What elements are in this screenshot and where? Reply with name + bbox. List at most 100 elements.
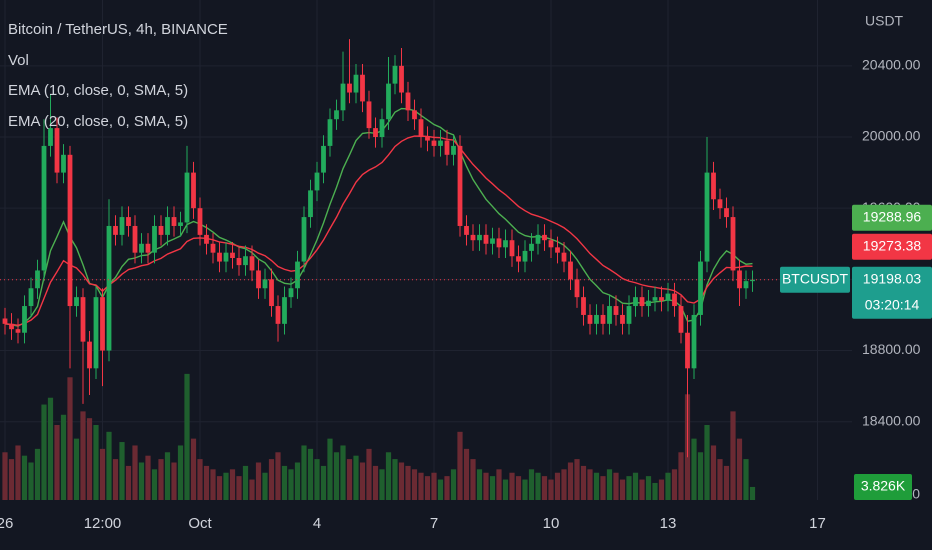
volume-bar	[307, 448, 314, 500]
volume-bar	[437, 479, 444, 500]
candle-body	[204, 234, 209, 244]
candle-body	[340, 83, 346, 111]
ema10-tag: 19288.96	[863, 208, 922, 224]
volume-bar	[470, 459, 476, 500]
volume-bar	[554, 472, 561, 500]
volume-bar	[203, 465, 210, 500]
volume-bar	[125, 465, 132, 500]
volume-bar	[619, 479, 626, 500]
volume-bar	[268, 459, 275, 500]
volume-bar	[431, 472, 437, 500]
candle-body	[444, 140, 450, 155]
volume-bar	[424, 476, 431, 500]
volume-bar	[359, 462, 366, 500]
volume-bar	[483, 472, 489, 500]
candle-body	[730, 217, 736, 271]
candle-body	[704, 172, 710, 262]
volume-bar	[346, 459, 353, 500]
volume-bar	[743, 459, 749, 500]
volume-bar	[314, 459, 320, 500]
volume-bar	[86, 418, 93, 500]
x-tick-label: 10	[543, 515, 560, 532]
volume-bar	[405, 465, 411, 500]
volume-bar	[15, 445, 21, 500]
candle-body	[41, 145, 47, 271]
volume-bar	[574, 459, 580, 500]
volume-bar	[34, 448, 41, 500]
candle-body	[353, 74, 359, 93]
candle-body	[269, 279, 274, 307]
candle-body	[210, 243, 216, 253]
currency-label: USDT	[865, 13, 904, 29]
volume-bar	[717, 459, 723, 500]
volume-bar	[561, 469, 567, 500]
volume-bar	[476, 469, 483, 500]
candle-body	[126, 217, 131, 226]
candle-body	[87, 341, 92, 369]
y-tick-label: 18400.00	[862, 412, 921, 428]
candle-body	[321, 145, 326, 173]
price-tag: 19198.03	[863, 270, 922, 286]
volume-bar	[392, 459, 398, 500]
volume-bar	[600, 476, 606, 500]
volume-bar	[242, 465, 249, 500]
candle-body	[61, 154, 66, 173]
volume-bar	[353, 455, 359, 500]
candle-body	[405, 92, 411, 111]
volume-bar	[177, 445, 184, 500]
candle-body	[2, 318, 8, 324]
volume-bar	[21, 455, 28, 500]
candle-body	[132, 225, 138, 253]
candle-body	[249, 256, 255, 271]
ema-line	[4, 107, 753, 327]
volume-bar	[106, 431, 112, 500]
candle-body	[438, 140, 443, 146]
x-tick-label: 12:00	[84, 515, 122, 532]
candle-body	[113, 225, 118, 235]
candle-body	[334, 110, 339, 120]
candle-body	[457, 145, 463, 226]
volume-bar	[691, 438, 697, 500]
volume-bar	[249, 479, 255, 500]
candle-body	[158, 225, 164, 235]
ema20-tag: 19273.38	[863, 237, 922, 253]
candle-body	[529, 243, 534, 251]
candle-body	[301, 217, 307, 262]
candle-body	[470, 234, 476, 241]
x-tick-label: 26	[0, 515, 13, 532]
candle-body	[288, 288, 294, 298]
volume-bar	[145, 455, 151, 500]
axes: 18400.0018800.0019200.0019600.0020000.00…	[0, 57, 932, 532]
volume-bar	[528, 469, 535, 500]
candle-body	[711, 172, 716, 200]
volume-bar	[515, 476, 522, 500]
candle-body	[698, 261, 703, 315]
candle-body	[431, 140, 437, 146]
symbol-tag-bg	[780, 266, 850, 293]
volume-bar	[288, 469, 294, 500]
volume-bar	[171, 462, 177, 500]
volume-bar	[587, 469, 593, 500]
volume-bar	[184, 373, 190, 500]
volume-bar	[665, 472, 671, 500]
volume-bar	[80, 411, 86, 500]
volume-bar	[509, 472, 515, 500]
candle-body	[360, 74, 365, 102]
candle-body	[496, 238, 502, 248]
volume-bar	[28, 462, 34, 500]
x-tick-label: Oct	[188, 515, 212, 532]
volume-bar	[132, 445, 138, 500]
candle-body	[659, 297, 664, 301]
candle-body	[230, 252, 235, 259]
volume-bar	[190, 438, 197, 500]
candle-body	[633, 297, 638, 307]
ema20-tag-bg	[852, 233, 932, 260]
legend-ema20: EMA (20, close, 0, SMA, 5)	[8, 113, 188, 130]
volume-bar	[340, 445, 346, 500]
candle-body	[555, 247, 560, 253]
candle-body	[548, 240, 554, 248]
candle-body	[314, 172, 320, 191]
candle-body	[100, 297, 105, 351]
candle-body	[490, 238, 495, 244]
x-tick-label: 17	[809, 515, 826, 532]
